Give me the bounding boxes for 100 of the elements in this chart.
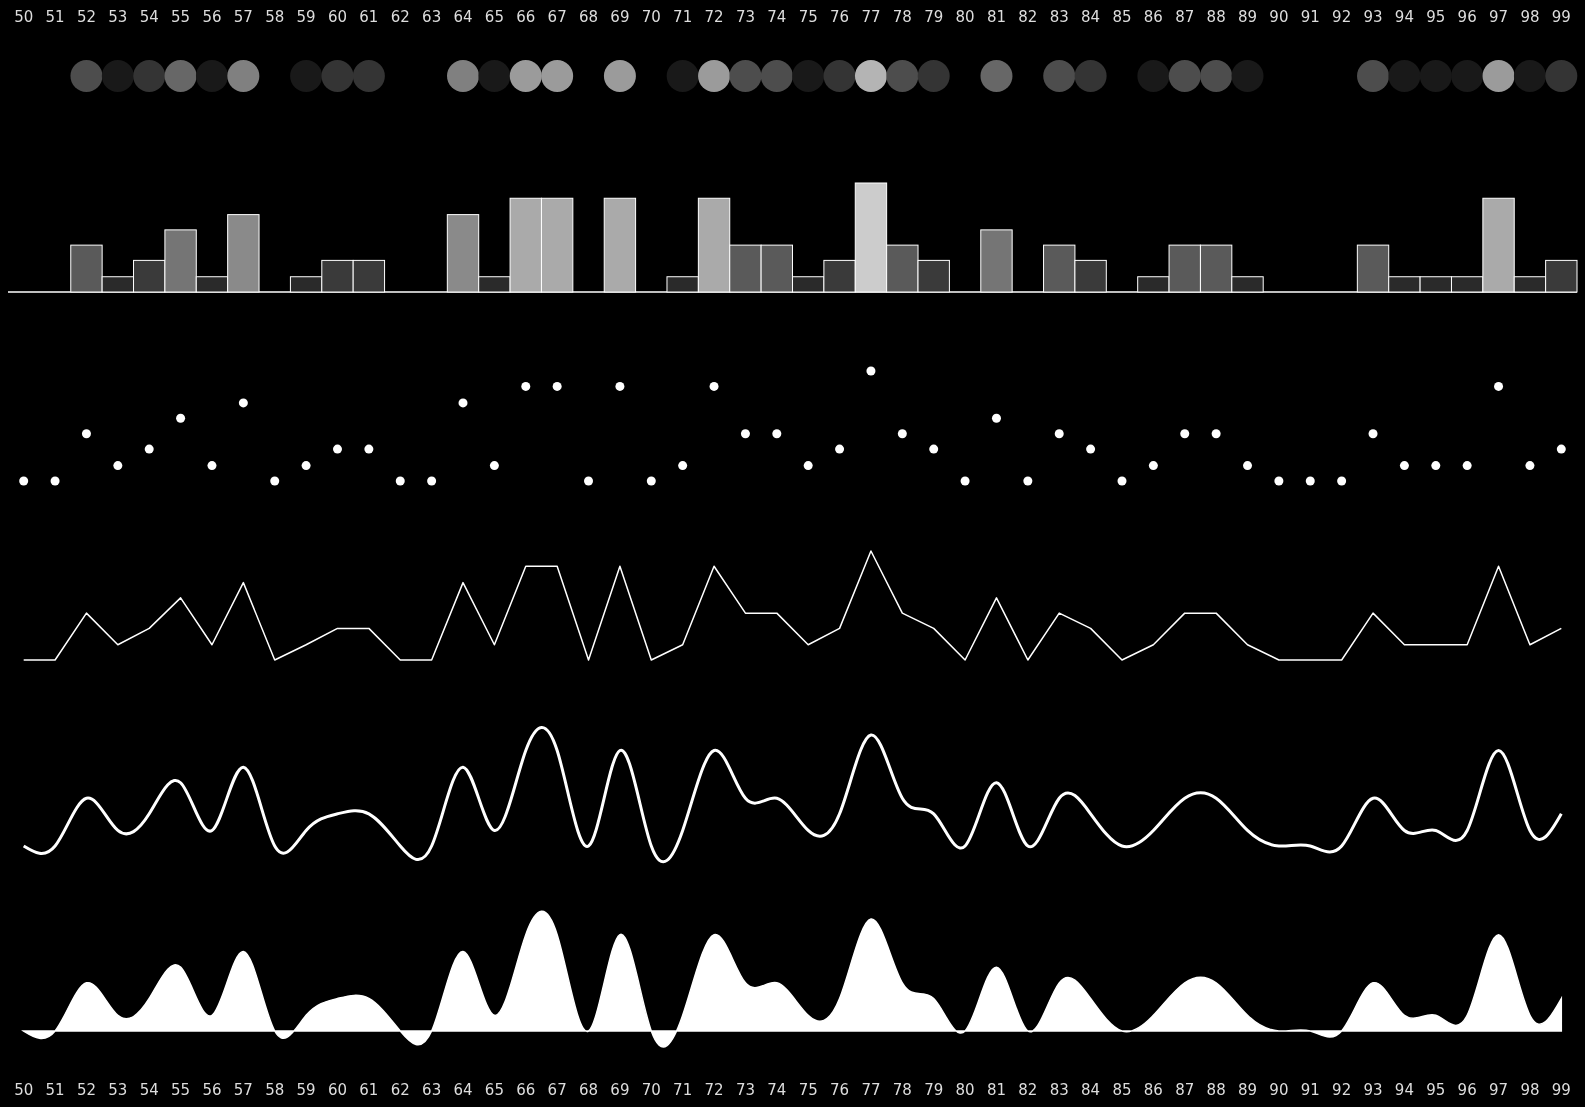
x-tick-label: 95 xyxy=(1426,1080,1446,1099)
point xyxy=(866,366,876,376)
point xyxy=(1337,476,1347,486)
point xyxy=(1023,476,1033,486)
x-tick-label: 70 xyxy=(641,1080,661,1099)
x-tick-label: 86 xyxy=(1143,8,1163,26)
point xyxy=(489,461,499,471)
x-tick-label: 50 xyxy=(14,1080,34,1099)
x-tick-label: 55 xyxy=(171,8,191,26)
point xyxy=(1086,444,1096,454)
point xyxy=(709,381,719,391)
x-tick-label: 68 xyxy=(578,8,599,26)
point xyxy=(238,398,248,408)
x-tick-label: 73 xyxy=(735,1080,755,1099)
x-tick-label: 86 xyxy=(1143,1080,1163,1099)
x-tick-label: 75 xyxy=(798,8,818,26)
x-tick-label: 96 xyxy=(1457,8,1477,26)
point xyxy=(1368,429,1378,439)
x-tick-label: 78 xyxy=(892,1080,912,1099)
x-tick-label: 64 xyxy=(453,1080,473,1099)
x-tick-label: 58 xyxy=(265,1080,285,1099)
x-tick-label: 87 xyxy=(1175,8,1195,26)
x-tick-label: 63 xyxy=(422,1080,442,1099)
x-tick-label: 81 xyxy=(986,1080,1007,1099)
x-tick-label: 98 xyxy=(1520,1080,1540,1099)
x-tick-label: 57 xyxy=(233,8,253,26)
point xyxy=(1054,429,1064,439)
x-tick-label: 53 xyxy=(108,1080,128,1099)
point xyxy=(1494,381,1504,391)
point xyxy=(772,429,782,439)
point xyxy=(740,429,750,439)
x-tick-label: 90 xyxy=(1269,1080,1289,1099)
x-tick-label: 87 xyxy=(1175,1080,1195,1099)
x-tick-label: 85 xyxy=(1112,1080,1132,1099)
point xyxy=(364,444,374,454)
x-tick-label: 70 xyxy=(641,8,661,26)
point xyxy=(835,444,845,454)
point xyxy=(552,381,562,391)
x-tick-label: 80 xyxy=(955,1080,975,1099)
x-tick-label: 76 xyxy=(830,8,850,26)
x-tick-label: 54 xyxy=(139,1080,159,1099)
x-tick-label: 73 xyxy=(735,8,755,26)
x-tick-label: 92 xyxy=(1332,8,1352,26)
x-tick-label: 54 xyxy=(139,8,159,26)
point xyxy=(207,461,217,471)
point xyxy=(332,444,342,454)
x-tick-label: 99 xyxy=(1551,1080,1571,1099)
x-tick-label: 67 xyxy=(547,8,567,26)
x-tick-label: 88 xyxy=(1206,1080,1226,1099)
point xyxy=(1148,461,1158,471)
x-tick-label: 51 xyxy=(45,8,65,26)
point xyxy=(301,461,311,471)
point xyxy=(521,381,531,391)
x-tick-label: 71 xyxy=(673,1080,693,1099)
x-tick-label: 90 xyxy=(1269,8,1289,26)
x-tick-label: 74 xyxy=(767,8,787,26)
x-tick-label: 93 xyxy=(1363,8,1383,26)
x-tick-label: 83 xyxy=(1049,1080,1069,1099)
point xyxy=(1525,461,1535,471)
x-tick-label: 82 xyxy=(1018,8,1038,26)
x-tick-label: 84 xyxy=(1081,8,1101,26)
x-tick-label: 74 xyxy=(767,1080,787,1099)
x-tick-label: 94 xyxy=(1394,8,1414,26)
x-tick-label: 76 xyxy=(830,1080,850,1099)
x-tick-label: 55 xyxy=(171,1080,191,1099)
x-tick-label: 63 xyxy=(422,8,442,26)
x-tick-label: 59 xyxy=(296,1080,316,1099)
point xyxy=(897,429,907,439)
x-tick-label: 95 xyxy=(1426,8,1446,26)
x-tick-label: 78 xyxy=(892,8,912,26)
x-tick-label: 62 xyxy=(390,1080,410,1099)
point xyxy=(1117,476,1127,486)
x-tick-label: 89 xyxy=(1237,1080,1258,1099)
x-tick-label: 96 xyxy=(1457,1080,1477,1099)
x-tick-label: 52 xyxy=(76,1080,96,1099)
x-tick-label: 57 xyxy=(233,1080,253,1099)
point xyxy=(270,476,280,486)
x-tick-label: 79 xyxy=(924,8,944,26)
x-tick-label: 56 xyxy=(202,8,222,26)
point xyxy=(113,461,123,471)
point xyxy=(81,429,91,439)
point xyxy=(1431,461,1441,471)
x-tick-label: 53 xyxy=(108,8,128,26)
x-tick-label: 83 xyxy=(1049,8,1069,26)
point xyxy=(615,381,625,391)
point xyxy=(1274,476,1284,486)
x-tick-label: 60 xyxy=(327,8,348,26)
point xyxy=(929,444,939,454)
x-tick-label: 59 xyxy=(296,8,316,26)
x-tick-label: 66 xyxy=(516,8,536,26)
x-tick-label: 65 xyxy=(484,8,504,26)
x-tick-label: 61 xyxy=(359,8,379,26)
x-tick-label: 79 xyxy=(924,1080,944,1099)
x-tick-label: 82 xyxy=(1018,1080,1038,1099)
point xyxy=(1556,444,1566,454)
x-tick-label: 68 xyxy=(578,1080,599,1099)
x-tick-label: 64 xyxy=(453,8,473,26)
x-tick-label: 97 xyxy=(1489,8,1509,26)
point xyxy=(646,476,656,486)
x-tick-label: 91 xyxy=(1300,1080,1320,1099)
